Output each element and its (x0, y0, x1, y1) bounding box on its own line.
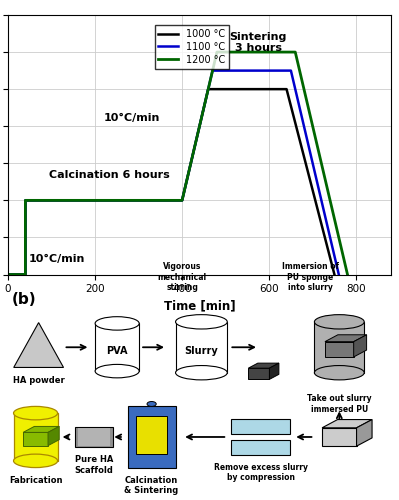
Bar (248, 368, 269, 380)
1000 °C (206, 86, 211, 92)
Text: 10°C/min: 10°C/min (104, 112, 160, 122)
Bar (176, 322, 227, 372)
1100 °C (23, 272, 28, 278)
1200 °C (6, 272, 10, 278)
Bar (95, 324, 139, 371)
Ellipse shape (14, 406, 57, 420)
1200 °C (180, 198, 184, 203)
Polygon shape (14, 322, 63, 368)
Bar (78, 428, 110, 446)
Text: Sintering
3 hours: Sintering 3 hours (229, 32, 287, 54)
Line: 1200 °C: 1200 °C (8, 52, 348, 274)
Ellipse shape (95, 364, 139, 378)
Ellipse shape (14, 454, 57, 468)
Polygon shape (354, 335, 367, 357)
Bar (75, 427, 113, 447)
Line: 1000 °C: 1000 °C (8, 89, 334, 274)
Polygon shape (248, 363, 279, 368)
Legend: 1000 °C, 1100 °C, 1200 °C: 1000 °C, 1100 °C, 1200 °C (154, 25, 229, 68)
Polygon shape (325, 335, 367, 342)
Polygon shape (357, 420, 372, 446)
Text: Immersion of
PU sponge
into slurry: Immersion of PU sponge into slurry (282, 262, 339, 292)
1000 °C (284, 86, 289, 92)
1000 °C (23, 198, 28, 203)
Polygon shape (322, 420, 372, 428)
Bar (322, 428, 357, 446)
1200 °C (293, 49, 298, 55)
1100 °C (336, 272, 341, 278)
1200 °C (23, 198, 28, 203)
1000 °C (332, 272, 337, 278)
1100 °C (210, 68, 215, 73)
1100 °C (6, 272, 10, 278)
1200 °C (215, 49, 219, 55)
1200 °C (345, 272, 350, 278)
Bar (231, 440, 290, 455)
Text: Take out slurry
immersed PU: Take out slurry immersed PU (307, 394, 371, 413)
Polygon shape (23, 426, 59, 432)
Text: Calcination
& Sintering: Calcination & Sintering (124, 476, 179, 495)
Bar (23, 432, 48, 446)
1000 °C (23, 272, 28, 278)
Ellipse shape (314, 314, 364, 329)
1100 °C (180, 198, 184, 203)
Text: 10°C/min: 10°C/min (29, 254, 85, 264)
Text: Vigorous
mechanical
stirring: Vigorous mechanical stirring (158, 262, 207, 292)
Text: Remove excess slurry
by compression: Remove excess slurry by compression (214, 463, 308, 482)
Bar (314, 322, 364, 372)
Bar (325, 342, 354, 357)
Text: Slurry: Slurry (185, 346, 218, 356)
Bar (128, 406, 176, 468)
Ellipse shape (314, 366, 364, 380)
1100 °C (288, 68, 293, 73)
Text: HA powder: HA powder (13, 376, 65, 384)
1200 °C (23, 272, 28, 278)
Text: Calcination 6 hours: Calcination 6 hours (49, 170, 170, 180)
Polygon shape (269, 363, 279, 380)
Text: Pure HA
Scaffold: Pure HA Scaffold (75, 456, 114, 474)
Ellipse shape (176, 314, 227, 329)
Line: 1100 °C: 1100 °C (8, 70, 339, 274)
Ellipse shape (176, 366, 227, 380)
1000 °C (6, 272, 10, 278)
Bar (14, 413, 57, 461)
Text: Fabrication: Fabrication (9, 476, 62, 484)
Bar (136, 416, 167, 454)
1100 °C (23, 198, 28, 203)
Text: (b): (b) (12, 292, 36, 307)
Bar (231, 419, 290, 434)
X-axis label: Time [min]: Time [min] (164, 300, 235, 313)
Text: PVA: PVA (107, 346, 128, 356)
Polygon shape (48, 426, 59, 446)
Ellipse shape (95, 316, 139, 330)
1000 °C (180, 198, 184, 203)
Circle shape (147, 402, 156, 406)
